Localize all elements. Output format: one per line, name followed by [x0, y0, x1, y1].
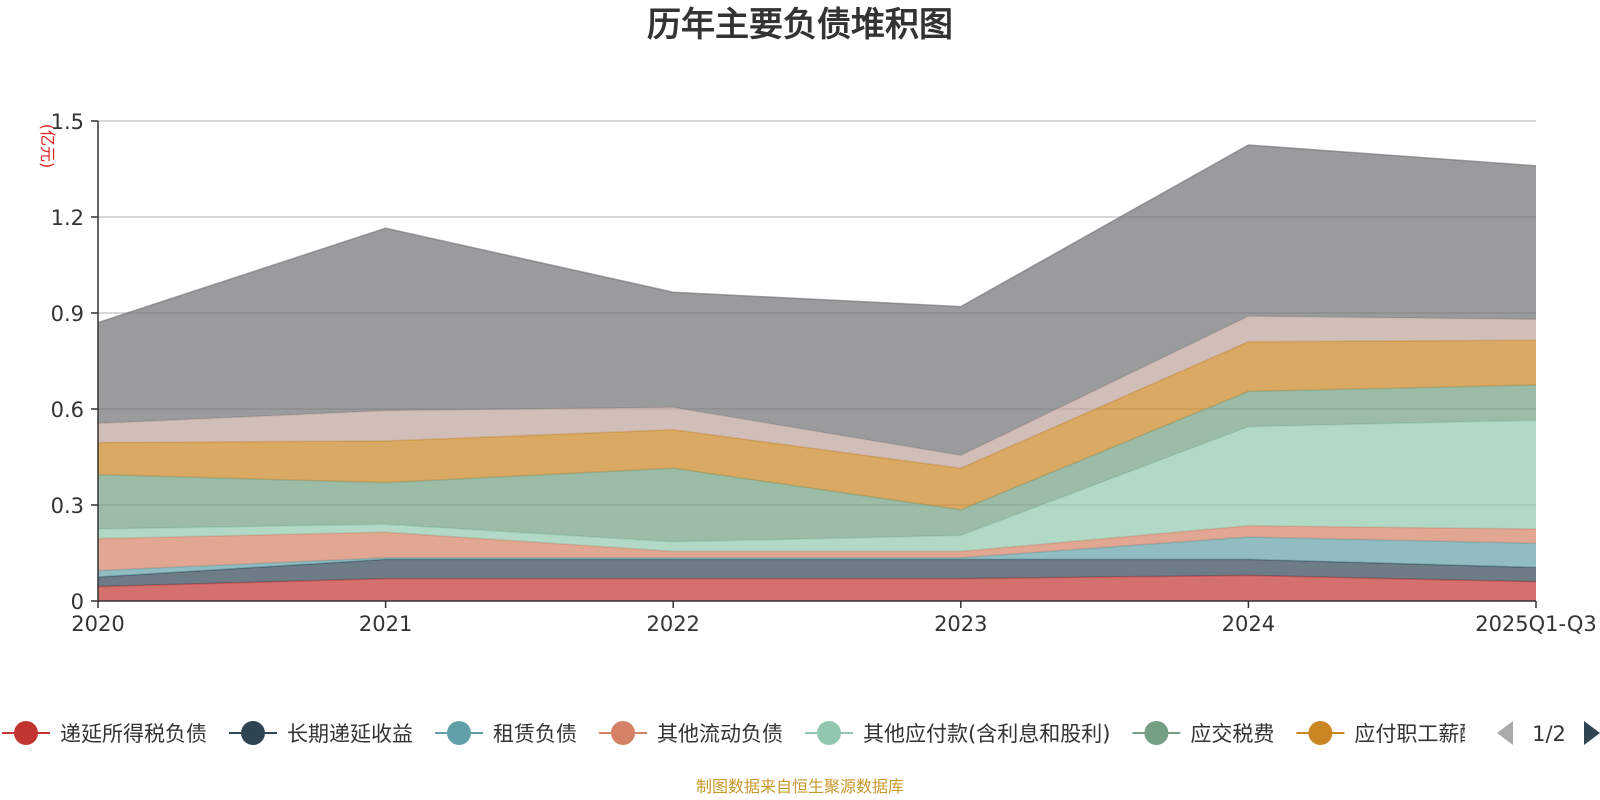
x-tick-label-3: 2023 [934, 612, 987, 636]
y-tick-label-2: 0.6 [51, 398, 84, 422]
data-source-note: 制图数据来自恒生聚源数据库 [696, 777, 904, 796]
series-7-area[interactable] [98, 340, 1536, 510]
series-2-area[interactable] [98, 559, 1536, 587]
legend-label: 其他流动负债 [657, 722, 783, 746]
chart-title: 历年主要负债堆积图 [647, 5, 953, 45]
legend-circle-marker [611, 721, 635, 745]
y-tick-label-3: 0.9 [51, 302, 84, 326]
legend-page-indicator: 1/2 [1532, 722, 1566, 746]
x-axis-tick-labels: 2020 2021 2022 2023 2024 2025Q1-Q3 [71, 612, 1597, 636]
legend-item-6[interactable]: 应交税费 [1132, 721, 1274, 746]
legend-item-3[interactable]: 租赁负债 [435, 721, 577, 746]
y-tick-label-1: 0.3 [51, 494, 84, 518]
legend-label: 应交税费 [1190, 722, 1274, 746]
legend-circle-marker [14, 721, 38, 745]
y-tick-label-5: 1.5 [51, 110, 84, 134]
x-tick-label-2: 2022 [646, 612, 699, 636]
series-1-area[interactable] [98, 575, 1536, 601]
legend-pager: 1/2 [1497, 721, 1600, 746]
x-tick-label-4: 2024 [1222, 612, 1275, 636]
series-8-area[interactable] [98, 316, 1536, 469]
x-tick-label-1: 2021 [359, 612, 412, 636]
series-5-area[interactable] [98, 420, 1536, 552]
legend-item-5[interactable]: 其他应付款(含利息和股利) [805, 721, 1110, 746]
legend-label: 租赁负债 [493, 722, 577, 746]
legend-label: 递延所得税负债 [60, 722, 207, 746]
legend-next-page-icon[interactable] [1584, 721, 1600, 745]
y-axis-tick-labels: 0 0.3 0.6 0.9 1.2 1.5 [51, 110, 84, 614]
y-axis-unit-label: (亿元) [38, 124, 57, 169]
y-tick-label-0: 0 [71, 590, 84, 614]
axes [91, 120, 1537, 608]
y-tick-label-4: 1.2 [51, 206, 84, 230]
legend-prev-page-icon[interactable] [1497, 721, 1513, 745]
legend-circle-marker [241, 721, 265, 745]
series-6-area[interactable] [98, 385, 1536, 542]
legend-item-7[interactable]: 应付职工薪酬 [1296, 721, 1480, 746]
legend: 递延所得税负债 长期递延收益 租赁负债 其他流动负债 其他应付款(含利息和股利) 应交税费… [2, 721, 1480, 746]
legend-label: 其他应付款(含利息和股利) [863, 722, 1110, 746]
series-4-area[interactable] [98, 525, 1536, 571]
series-9-area[interactable] [98, 145, 1536, 456]
legend-circle-marker [447, 721, 471, 745]
legend-label: 长期递延收益 [287, 722, 413, 746]
area-series-group [97, 144, 1537, 601]
x-tick-label-5: 2025Q1-Q3 [1475, 612, 1597, 636]
legend-circle-marker [1144, 721, 1169, 745]
legend-circle-marker [817, 721, 841, 745]
legend-item-4[interactable]: 其他流动负债 [599, 721, 783, 746]
series-9-line [97, 144, 1537, 324]
series-3-area[interactable] [98, 537, 1536, 577]
legend-label: 应付职工薪酬 [1354, 722, 1480, 746]
legend-circle-marker [1308, 721, 1333, 745]
legend-item-2[interactable]: 长期递延收益 [229, 721, 413, 746]
legend-item-1[interactable]: 递延所得税负债 [2, 721, 207, 746]
x-tick-label-0: 2020 [71, 612, 124, 636]
